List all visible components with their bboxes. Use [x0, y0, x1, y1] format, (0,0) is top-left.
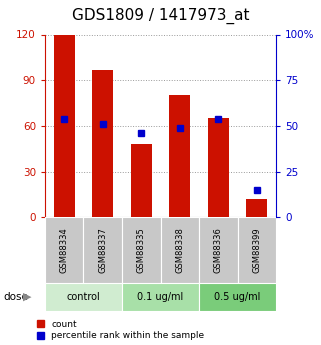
Text: GSM88338: GSM88338: [175, 227, 184, 273]
Text: GSM88399: GSM88399: [252, 227, 261, 273]
Bar: [199, 283, 276, 310]
Text: dose: dose: [3, 292, 28, 302]
Text: 0.5 ug/ml: 0.5 ug/ml: [214, 292, 261, 302]
Text: 0.1 ug/ml: 0.1 ug/ml: [137, 292, 184, 302]
Legend: count, percentile rank within the sample: count, percentile rank within the sample: [37, 320, 204, 341]
Bar: [246, 199, 267, 217]
Bar: [45, 283, 122, 310]
Text: GSM88335: GSM88335: [137, 227, 146, 273]
Text: GSM88337: GSM88337: [98, 227, 107, 273]
Text: GSM88336: GSM88336: [214, 227, 223, 273]
Bar: [122, 217, 160, 283]
Text: ▶: ▶: [23, 292, 31, 302]
Bar: [169, 96, 190, 217]
Bar: [122, 283, 199, 310]
Bar: [83, 217, 122, 283]
Bar: [208, 118, 229, 217]
Text: control: control: [66, 292, 100, 302]
Bar: [199, 217, 238, 283]
Bar: [131, 144, 152, 217]
Text: GDS1809 / 1417973_at: GDS1809 / 1417973_at: [72, 8, 249, 24]
Bar: [45, 217, 83, 283]
Bar: [160, 217, 199, 283]
Bar: [54, 34, 75, 217]
Text: GSM88334: GSM88334: [60, 227, 69, 273]
Bar: [92, 70, 113, 217]
Bar: [238, 217, 276, 283]
